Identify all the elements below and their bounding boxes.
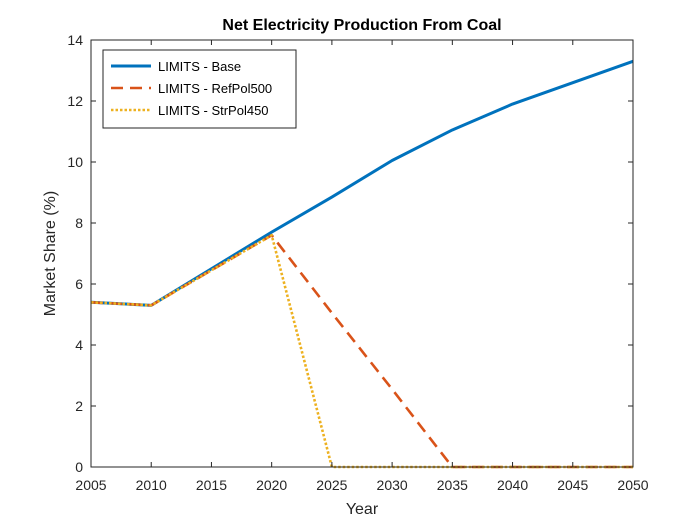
x-tick-label: 2050 (617, 477, 648, 493)
x-tick-label: 2025 (316, 477, 347, 493)
x-tick-label: 2020 (256, 477, 287, 493)
chart-title: Net Electricity Production From Coal (222, 17, 501, 34)
legend: LIMITS - Base LIMITS - RefPol500 LIMITS - … (102, 49, 297, 129)
y-tick-label: 2 (75, 398, 83, 414)
y-tick-label: 14 (67, 32, 83, 48)
x-tick-label: 2030 (377, 477, 408, 493)
y-tick-label: 12 (67, 93, 83, 109)
x-tick-label: 2040 (497, 477, 528, 493)
legend-label-2: LIMITS - RefPol500 (158, 81, 272, 96)
y-tick-label: 0 (75, 459, 83, 475)
legend-label-1: LIMITS - Base (158, 59, 241, 74)
axes-box (90, 39, 634, 468)
axes-layer: 2005 2010 2015 2020 2025 2030 2035 2040 2045 2050… (67, 32, 648, 493)
legend-label-3: LIMITS - StrPol450 (158, 103, 269, 118)
x-tick-label: 2015 (196, 477, 227, 493)
y-tick-label: 6 (75, 276, 83, 292)
x-tick-label: 2010 (136, 477, 167, 493)
x-tick-label: 2035 (437, 477, 468, 493)
x-axis-title: Year (346, 501, 379, 518)
y-tick-label: 8 (75, 215, 83, 231)
y-axis-title: Market Share (%) (42, 191, 59, 316)
x-tick-label: 2005 (75, 477, 106, 493)
y-tick-label: 10 (67, 154, 83, 170)
x-tick-label: 2045 (557, 477, 588, 493)
y-tick-label: 4 (75, 337, 83, 353)
